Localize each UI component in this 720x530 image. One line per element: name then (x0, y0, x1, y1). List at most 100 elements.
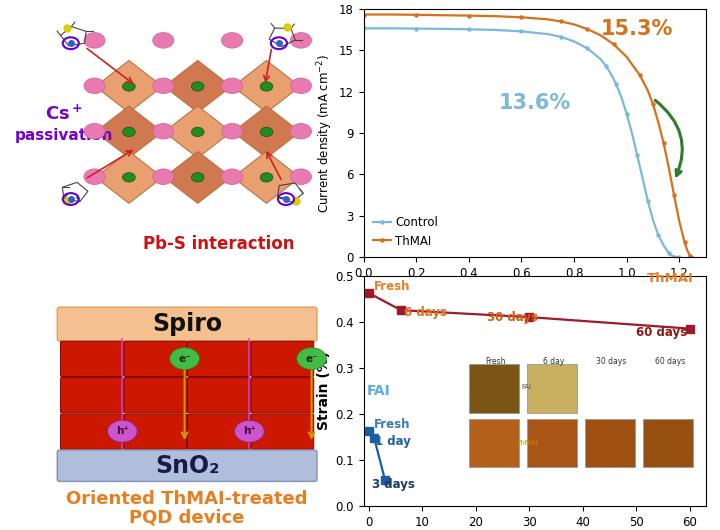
FancyBboxPatch shape (124, 341, 186, 376)
Circle shape (153, 123, 174, 139)
ThMAI (609, 41, 618, 47)
ThMAI (622, 54, 631, 60)
Control (628, 130, 636, 136)
Circle shape (290, 123, 312, 139)
ThMAI (688, 254, 697, 260)
Control (359, 25, 368, 31)
Circle shape (192, 127, 204, 137)
FancyBboxPatch shape (124, 377, 186, 413)
FancyBboxPatch shape (58, 450, 317, 481)
Polygon shape (164, 60, 231, 112)
ThMAI (596, 32, 605, 38)
Legend: Control, ThMAI: Control, ThMAI (369, 212, 442, 251)
Polygon shape (233, 106, 300, 158)
Control (491, 27, 500, 33)
Control (638, 175, 647, 181)
Circle shape (170, 348, 199, 369)
Text: Fresh: Fresh (374, 280, 411, 294)
Circle shape (107, 420, 138, 442)
Control (660, 242, 668, 249)
Control (557, 34, 565, 40)
Text: h⁺: h⁺ (116, 426, 129, 436)
Circle shape (192, 173, 204, 182)
Control (654, 232, 662, 238)
ThMAI (412, 12, 420, 18)
Circle shape (84, 169, 105, 184)
Control (622, 111, 631, 117)
Text: FAI: FAI (366, 384, 390, 399)
Text: 30 days: 30 days (487, 311, 538, 324)
FancyBboxPatch shape (60, 341, 123, 376)
Circle shape (153, 78, 174, 94)
Polygon shape (95, 152, 163, 204)
Polygon shape (164, 106, 231, 158)
Circle shape (297, 348, 326, 369)
Text: 13.6%: 13.6% (498, 93, 571, 113)
ThMAI (644, 87, 652, 93)
Control (601, 63, 610, 69)
Text: SnO₂: SnO₂ (155, 454, 220, 478)
ThMAI (675, 218, 683, 224)
ThMAI (359, 11, 368, 17)
Text: e⁻: e⁻ (179, 354, 191, 364)
Control (612, 81, 621, 87)
Control (412, 25, 420, 32)
ThMAI (683, 247, 691, 253)
ThMAI (544, 16, 552, 23)
Control (672, 254, 681, 260)
X-axis label: Voltage (V): Voltage (V) (490, 285, 579, 299)
ThMAI (517, 14, 526, 21)
Text: PQD device: PQD device (130, 508, 245, 526)
FancyBboxPatch shape (251, 414, 314, 449)
Text: Fresh: Fresh (374, 418, 411, 431)
FancyBboxPatch shape (251, 377, 314, 413)
Control (665, 250, 673, 256)
Polygon shape (233, 152, 300, 204)
ThMAI (680, 238, 689, 245)
FancyBboxPatch shape (60, 377, 123, 413)
Control (667, 252, 675, 259)
Control (386, 25, 395, 31)
Polygon shape (95, 60, 163, 112)
Control (670, 253, 678, 260)
Circle shape (260, 127, 273, 137)
Text: 1 day: 1 day (375, 435, 411, 448)
Text: 15.3%: 15.3% (601, 19, 673, 39)
Polygon shape (164, 152, 231, 204)
Control (570, 38, 578, 45)
FancyBboxPatch shape (187, 414, 251, 449)
Circle shape (235, 420, 264, 442)
Line: Control: Control (362, 27, 681, 259)
FancyBboxPatch shape (124, 414, 186, 449)
Control (544, 31, 552, 37)
Text: passivation: passivation (14, 128, 113, 143)
Text: Pb-S interaction: Pb-S interaction (143, 235, 294, 253)
ThMAI (583, 26, 592, 32)
Circle shape (122, 127, 135, 137)
ThMAI (636, 72, 644, 78)
FancyBboxPatch shape (187, 377, 251, 413)
Y-axis label: Current density (mA cm$^{-2}$): Current density (mA cm$^{-2}$) (315, 54, 335, 213)
Control (649, 217, 657, 223)
Text: 3 days: 3 days (372, 478, 415, 491)
FancyBboxPatch shape (60, 414, 123, 449)
Control (438, 25, 447, 32)
Circle shape (153, 32, 174, 48)
ThMAI (654, 119, 662, 125)
Circle shape (122, 173, 135, 182)
ThMAI (685, 252, 694, 259)
ThMAI (557, 18, 565, 24)
Control (517, 28, 526, 34)
Circle shape (222, 32, 243, 48)
Circle shape (192, 82, 204, 91)
Control (675, 254, 683, 260)
Circle shape (260, 82, 273, 91)
Circle shape (222, 78, 243, 94)
Polygon shape (233, 60, 300, 112)
ThMAI (660, 139, 668, 146)
Control (606, 70, 615, 77)
ThMAI (649, 101, 657, 107)
Y-axis label: Strain (%): Strain (%) (317, 351, 331, 430)
Control (596, 56, 605, 62)
Text: Spiro: Spiro (152, 312, 222, 336)
